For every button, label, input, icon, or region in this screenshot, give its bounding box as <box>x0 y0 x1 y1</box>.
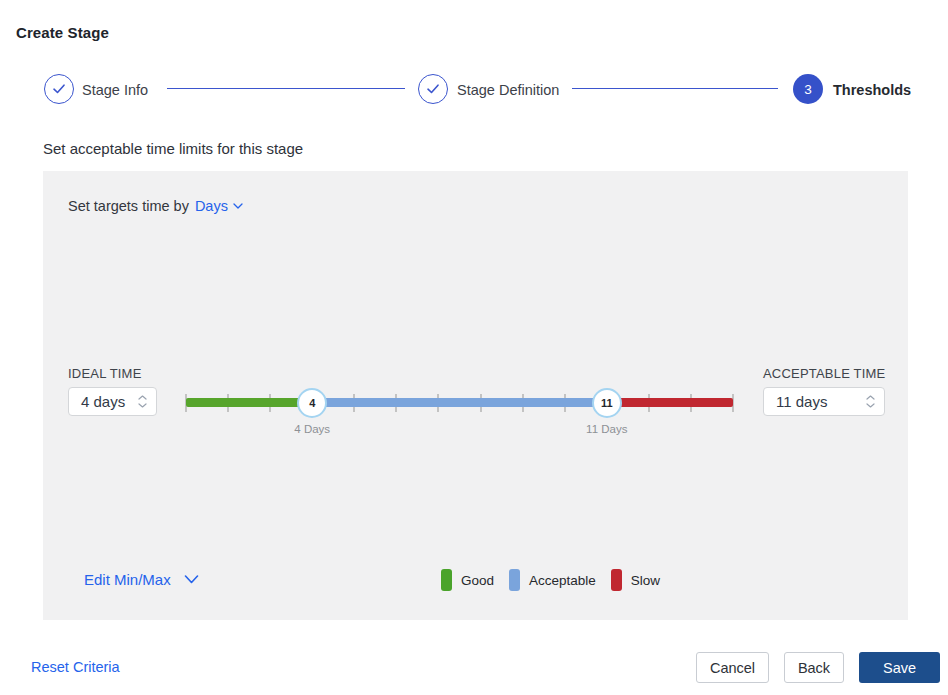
check-icon <box>52 83 66 95</box>
edit-minmax-label[interactable]: Edit Min/Max <box>84 571 171 588</box>
acceptable-time-stepper[interactable] <box>866 395 884 408</box>
legend-label-good: Good <box>461 573 494 588</box>
track-segment-slow <box>607 398 733 407</box>
legend-label-slow: Slow <box>631 573 660 588</box>
chevron-down-icon[interactable] <box>866 403 875 408</box>
step-label-stage-info[interactable]: Stage Info <box>82 82 148 98</box>
save-button[interactable]: Save <box>859 652 940 683</box>
ideal-time-value[interactable]: 4 days <box>69 393 138 410</box>
ideal-time-input[interactable]: 4 days <box>68 387 157 416</box>
edit-minmax-link[interactable]: Edit Min/Max <box>84 571 199 588</box>
step-label-thresholds[interactable]: Thresholds <box>833 82 911 98</box>
time-unit-value[interactable]: Days <box>195 198 228 214</box>
acceptable-time-label: ACCEPTABLE TIME <box>763 366 885 381</box>
step-circle-stage-info[interactable] <box>44 74 74 104</box>
step-circle-stage-definition[interactable] <box>418 74 448 104</box>
step-label-stage-definition[interactable]: Stage Definition <box>457 82 559 98</box>
chevron-down-icon[interactable] <box>138 403 147 408</box>
acceptable-time-value[interactable]: 11 days <box>764 393 866 410</box>
chevron-up-icon[interactable] <box>866 395 875 400</box>
chevron-down-icon <box>233 203 243 209</box>
time-unit-dropdown[interactable]: Days <box>195 198 243 214</box>
reset-criteria-link[interactable]: Reset Criteria <box>31 659 120 675</box>
legend: Good Acceptable Slow <box>441 569 660 591</box>
legend-swatch-slow <box>611 569 622 591</box>
stepper-connector <box>167 88 405 89</box>
track-segment-acceptable <box>312 398 607 407</box>
section-title: Set acceptable time limits for this stag… <box>43 140 303 157</box>
chevron-up-icon[interactable] <box>138 395 147 400</box>
ideal-time-label: IDEAL TIME <box>68 366 142 381</box>
ideal-time-stepper[interactable] <box>138 395 156 408</box>
set-targets-label: Set targets time by <box>68 198 189 214</box>
ideal-caption: 4 Days <box>294 423 330 435</box>
threshold-slider[interactable]: 4 4 Days 11 11 Days <box>186 381 733 451</box>
back-button[interactable]: Back <box>784 652 844 683</box>
thresholds-panel: Set targets time by Days IDEAL TIME 4 da… <box>43 171 908 620</box>
page-title: Create Stage <box>16 24 109 41</box>
legend-swatch-acceptable <box>509 569 520 591</box>
stepper-connector <box>572 88 778 89</box>
track-segment-good <box>186 398 312 407</box>
create-stage-dialog: Create Stage Stage Info Stage Definition… <box>0 0 948 695</box>
acceptable-handle[interactable]: 11 <box>592 388 622 418</box>
set-targets-row: Set targets time by Days <box>68 198 243 214</box>
legend-swatch-good <box>441 569 452 591</box>
chevron-down-icon <box>184 575 199 584</box>
check-icon <box>426 83 440 95</box>
legend-label-acceptable: Acceptable <box>529 573 596 588</box>
step-circle-thresholds[interactable]: 3 <box>793 74 823 104</box>
cancel-button[interactable]: Cancel <box>696 652 769 683</box>
ideal-handle[interactable]: 4 <box>297 388 327 418</box>
acceptable-time-input[interactable]: 11 days <box>763 387 885 416</box>
acceptable-caption: 11 Days <box>586 423 627 435</box>
